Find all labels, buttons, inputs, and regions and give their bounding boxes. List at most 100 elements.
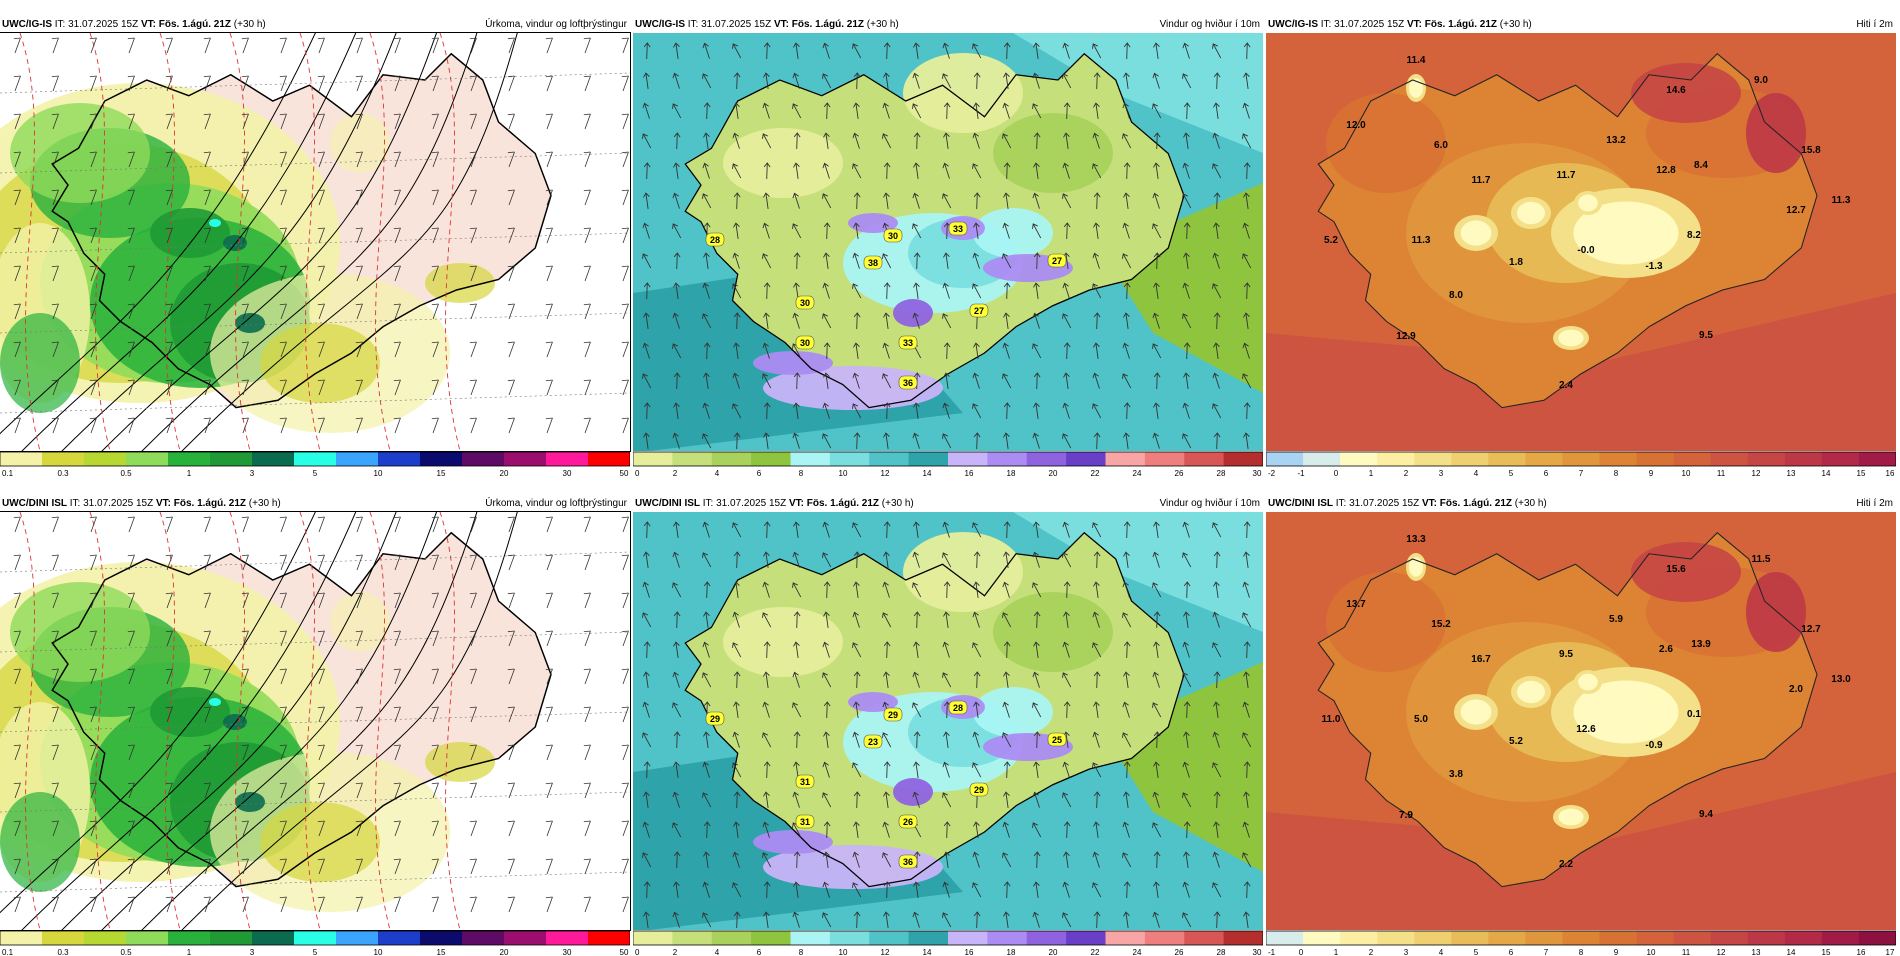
precip-area [425, 263, 495, 303]
precip-area [209, 219, 221, 227]
wind-barb [279, 858, 287, 875]
wind-barb [241, 630, 249, 647]
panel-header: UWC/IG-IS IT: 31.07.2025 15Z VT: Fös. 1.… [0, 17, 630, 33]
wind-arrow [1003, 791, 1010, 808]
wind-arrow [793, 372, 801, 390]
wind-arrow [883, 881, 891, 899]
wind-arrow [1092, 403, 1102, 419]
wind-arrow [883, 641, 891, 659]
wind-arrow [1212, 642, 1222, 658]
temperature-value-label: 12.9 [1396, 331, 1416, 342]
wind-arrow [1122, 222, 1130, 239]
wind-arrow [852, 851, 860, 868]
map-precip [0, 511, 631, 931]
map-precip [0, 32, 631, 452]
wind-arrow [762, 222, 770, 239]
wind-arrow [1122, 701, 1130, 718]
wind-arrow [1182, 162, 1190, 179]
gust-value-label: 26 [903, 817, 913, 827]
wind-arrow [822, 402, 830, 419]
wind-barb [203, 113, 211, 130]
wind-barb [241, 265, 249, 282]
wind-arrow [882, 342, 890, 359]
wind-arrow [823, 701, 831, 719]
wind-arrow [672, 223, 682, 239]
legend-tick-label: 20 [500, 469, 509, 477]
legend-color-swatch [1414, 931, 1452, 945]
legend-color-swatch [126, 931, 169, 945]
valid-time-value: Fös. 1.ágú. 21Z [1421, 19, 1497, 30]
wind-arrow [673, 761, 680, 778]
wind-arrow [1182, 672, 1192, 688]
wind-arrow [1153, 611, 1161, 629]
wind-arrow [1063, 581, 1071, 599]
wind-arrow [1153, 402, 1160, 419]
wind-barb [431, 896, 439, 913]
wind-barb [355, 516, 363, 533]
wind-arrow [1093, 192, 1101, 210]
wind-arrow [912, 911, 920, 928]
wind-barb [279, 37, 287, 54]
wind-arrow [972, 762, 982, 778]
wind-barb [279, 303, 287, 320]
wind-arrow [1032, 582, 1042, 598]
wind-arrow [1033, 731, 1041, 749]
wind-arrow [883, 911, 890, 928]
legend-color-swatch [1377, 931, 1415, 945]
wind-arrow [1063, 102, 1071, 120]
wind-arrow [1123, 162, 1131, 180]
legend-tick-label: 6 [1509, 948, 1514, 956]
wind-barb [89, 303, 97, 320]
wind-barb [203, 227, 211, 244]
wind-barb [469, 782, 477, 799]
wind-barb [89, 516, 97, 533]
wind-arrow [733, 911, 741, 929]
wind-arrow [852, 163, 862, 179]
wind-arrow [942, 313, 952, 329]
wind-arrow [973, 701, 980, 718]
legend-tick-label: 5 [1474, 948, 1479, 956]
wind-barb [431, 189, 439, 206]
init-time-label: IT: [1320, 19, 1332, 30]
wind-arrow [732, 283, 742, 299]
wind-barb [431, 820, 439, 837]
legend-tick-label: 8 [1614, 469, 1619, 477]
legend-color-swatch [210, 452, 253, 466]
gust-label-marker [898, 854, 918, 869]
wind-arrow [1182, 881, 1190, 898]
wind-barb [13, 379, 21, 396]
wind-barb [51, 37, 59, 54]
wind-arrow [762, 612, 772, 628]
wind-arrow [1183, 821, 1191, 839]
wind-barb [203, 151, 211, 168]
wind-barb [89, 896, 97, 913]
wind-arrow [1153, 282, 1160, 299]
wind-arrow [1243, 192, 1250, 209]
wind-arrow [823, 252, 830, 269]
wind-barb [621, 303, 629, 320]
wind-barb [279, 341, 287, 358]
wind-arrow [1062, 73, 1072, 89]
wind-barb [241, 706, 249, 723]
wind-arrow [852, 731, 860, 748]
legend-tick-label: 5 [313, 469, 318, 477]
gust-label-marker [795, 335, 815, 350]
legend-tick-label: 8 [799, 469, 804, 477]
wind-barb [583, 820, 591, 837]
wind-barb [13, 592, 21, 609]
wind-arrow [972, 403, 982, 419]
wind-arrow [1003, 761, 1011, 779]
legend-color-swatch [1026, 452, 1067, 466]
gust-value-label: 30 [888, 231, 898, 241]
wind-arrow [913, 402, 920, 419]
legend-tick-label: 12 [881, 469, 890, 477]
wind-arrow [822, 73, 832, 89]
wind-barb [241, 896, 249, 913]
wind-arrow [852, 642, 862, 658]
wind-arrow [912, 312, 920, 329]
legend-color-swatch [210, 931, 253, 945]
wind-arrow [1003, 881, 1011, 899]
wind-barb [431, 227, 439, 244]
wind-arrow [1033, 402, 1040, 419]
legend-color-swatch [869, 931, 910, 945]
